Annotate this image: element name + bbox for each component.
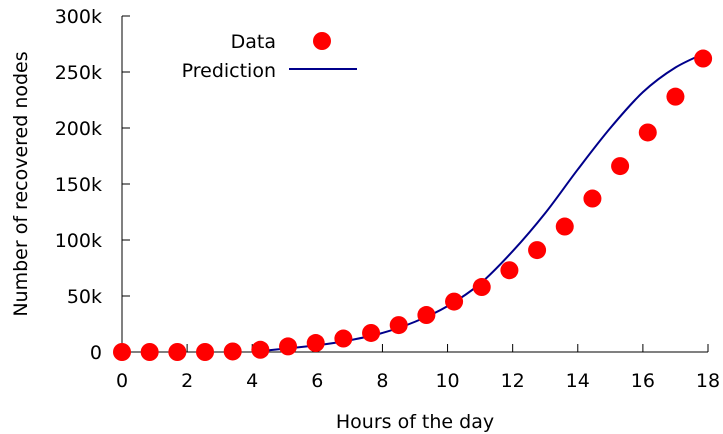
- y-tick-label-150000: 150k: [55, 174, 102, 196]
- prediction-line: [252, 50, 709, 353]
- x-tick-label-6: 6: [311, 370, 323, 392]
- x-ticks: 0 2 4 6 8 10 12 14 16 18: [116, 344, 720, 392]
- y-tick-label-200000: 200k: [55, 118, 102, 140]
- data-point: [611, 157, 630, 176]
- data-point: [389, 316, 408, 335]
- data-point: [223, 342, 242, 361]
- x-tick-label-16: 16: [631, 370, 655, 392]
- legend-label-prediction: Prediction: [182, 60, 276, 82]
- x-axis-title: Hours of the day: [336, 411, 494, 433]
- y-tick-label-300000: 300k: [55, 6, 102, 28]
- data-point: [168, 343, 187, 361]
- data-point: [140, 343, 159, 361]
- x-tick-label-2: 2: [181, 370, 193, 392]
- data-point: [555, 217, 574, 236]
- y-tick-label-0: 0: [90, 342, 102, 364]
- y-tick-label-100000: 100k: [55, 230, 102, 252]
- x-tick-label-10: 10: [435, 370, 459, 392]
- x-tick-label-4: 4: [246, 370, 258, 392]
- data-point: [334, 329, 353, 348]
- y-ticks: 0 50k 100k 150k 200k 250k 300k: [55, 6, 130, 364]
- data-point: [362, 323, 381, 342]
- data-point: [445, 292, 464, 311]
- y-tick-label-50000: 50k: [67, 286, 102, 308]
- data-point: [279, 337, 298, 356]
- x-tick-label-8: 8: [376, 370, 388, 392]
- data-point: [196, 343, 215, 361]
- data-point: [113, 343, 131, 361]
- legend-label-data: Data: [231, 31, 276, 53]
- x-tick-label-0: 0: [116, 370, 128, 392]
- data-point: [306, 334, 325, 353]
- plot-area: [113, 49, 713, 361]
- data-point: [583, 189, 602, 208]
- data-point: [417, 306, 436, 325]
- data-point: [251, 340, 270, 359]
- legend: Data Prediction: [182, 31, 357, 82]
- x-tick-label-14: 14: [566, 370, 590, 392]
- y-tick-label-250000: 250k: [55, 62, 102, 84]
- x-tick-label-12: 12: [501, 370, 525, 392]
- data-point: [638, 123, 657, 142]
- data-point: [472, 278, 491, 297]
- data-point: [666, 87, 685, 106]
- data-point: [500, 261, 519, 280]
- x-tick-label-18: 18: [696, 370, 720, 392]
- data-point: [528, 241, 547, 260]
- legend-marker-data: [313, 32, 331, 50]
- y-axis-title: Number of recovered nodes: [10, 51, 32, 316]
- data-point: [694, 49, 713, 68]
